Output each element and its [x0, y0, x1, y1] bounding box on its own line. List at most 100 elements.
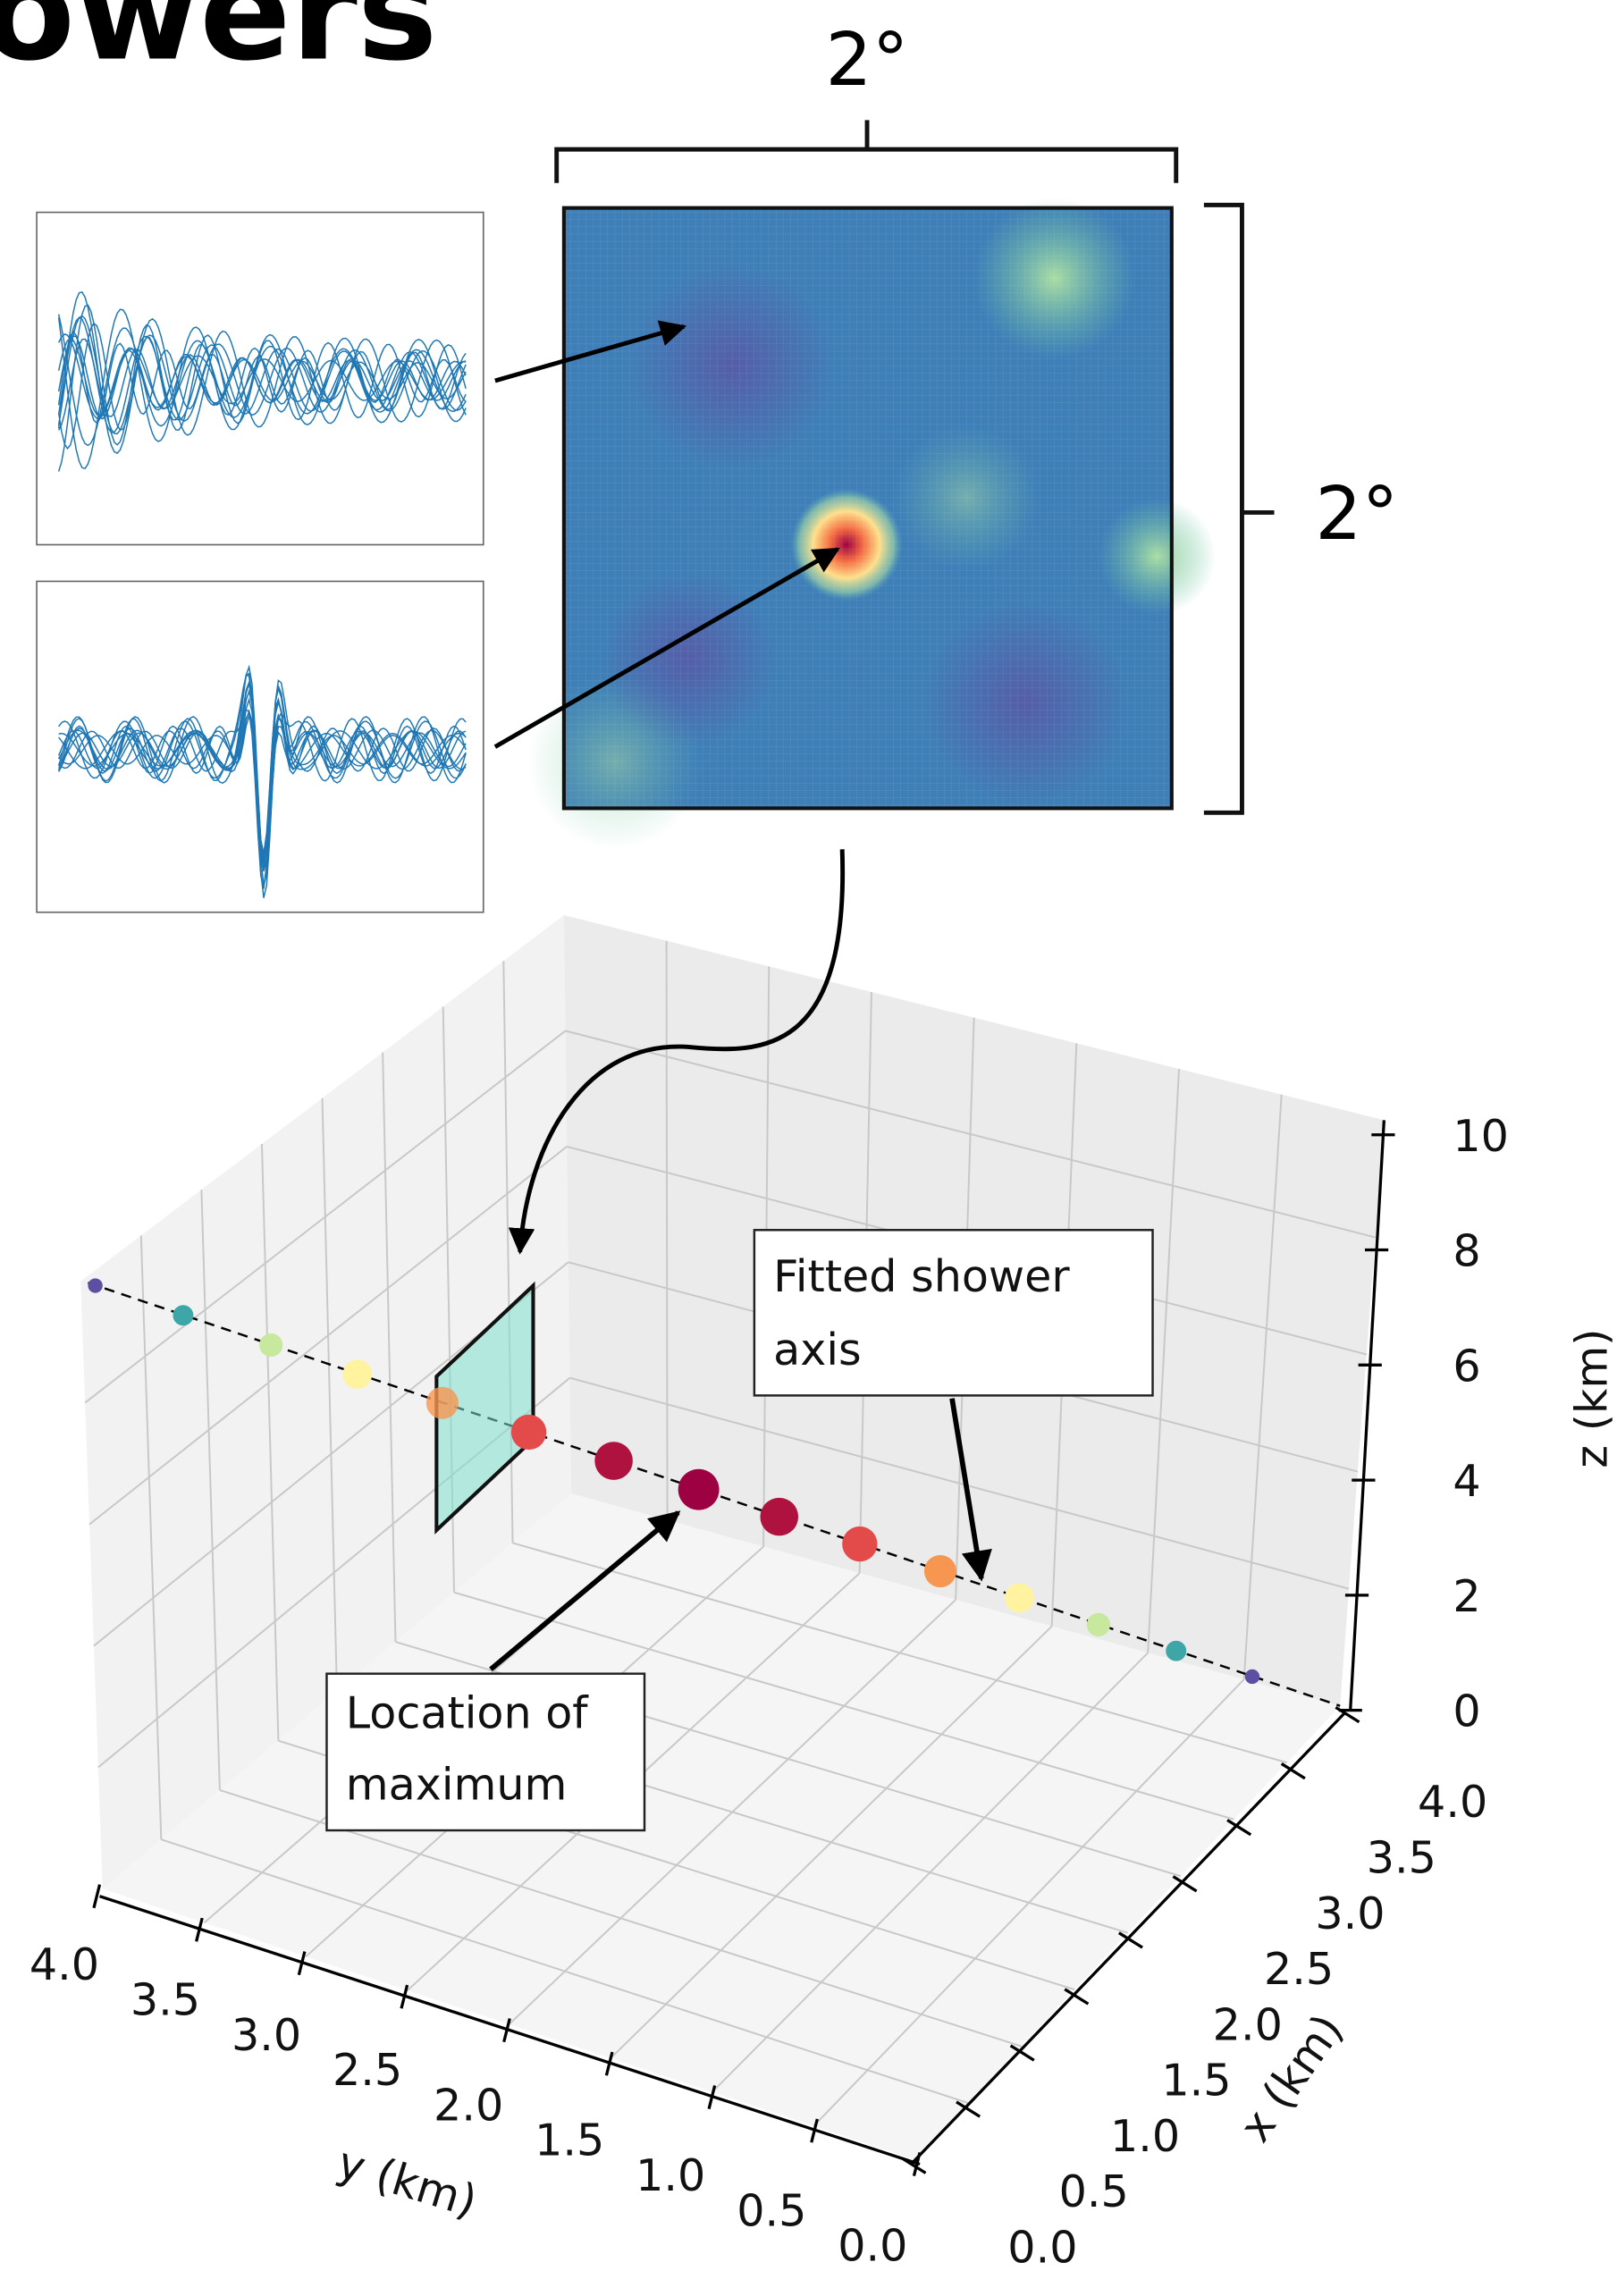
waveform [57, 314, 467, 447]
shower-point [594, 1442, 633, 1480]
heatmap [526, 198, 1216, 850]
grid-line [84, 1030, 567, 1404]
grid-line [139, 1235, 163, 1840]
grid-line [1242, 1094, 1283, 1680]
annotation: axis [773, 1324, 861, 1375]
y-tick-label: 2.5 [333, 2044, 402, 2096]
x-tick-label: 0.0 [1007, 2221, 1077, 2273]
waveform [58, 688, 467, 860]
waveform [57, 291, 467, 454]
z-tick-label: 6 [1453, 1340, 1480, 1392]
grid-line [1147, 1068, 1180, 1653]
angle-label: 2° [825, 18, 908, 103]
y-tick-label: 0.5 [737, 2184, 806, 2236]
tick [604, 2051, 614, 2076]
z-axis-label: z (km) [1565, 1329, 1617, 1468]
grid-line [508, 1599, 956, 2025]
axis-line [99, 1895, 921, 2166]
grid-line [712, 1652, 1149, 2093]
tick [400, 1984, 409, 2009]
y-axis-label: y (km) [332, 2136, 483, 2227]
pane [102, 1493, 1341, 2160]
grid-line [665, 940, 669, 1520]
tick [92, 1884, 102, 1909]
tick [1172, 1875, 1198, 1893]
angle-label: 2° [1315, 472, 1398, 557]
tick [707, 2085, 717, 2110]
shower-point [760, 1497, 799, 1536]
grid-line [813, 1678, 1245, 2127]
annotation: Fitted shower [773, 1250, 1070, 1302]
pane [80, 914, 572, 1889]
z-tick-label: 0 [1453, 1686, 1480, 1737]
x-tick-label: 4.0 [1418, 1776, 1487, 1828]
tick [1280, 1762, 1306, 1780]
grid-line [610, 1625, 1053, 2059]
annotation: Location of [346, 1686, 590, 1738]
x-tick-label: 3.0 [1315, 1888, 1385, 1939]
tick [1009, 2044, 1035, 2062]
y-tick-label: 1.5 [535, 2115, 604, 2166]
shower-point [1005, 1583, 1034, 1613]
annotation-box [753, 1229, 1154, 1397]
z-tick-label: 2 [1453, 1570, 1480, 1622]
y-tick-label: 2.0 [434, 2079, 503, 2131]
waveform [57, 338, 467, 431]
shower-point [1244, 1669, 1260, 1685]
arrow [494, 320, 687, 383]
tick [956, 2100, 981, 2118]
axis-line [1349, 1120, 1386, 1711]
grid-line [569, 1376, 1350, 1590]
tick [195, 1917, 204, 1942]
arrow [949, 1398, 992, 1582]
grid-line [565, 1030, 1376, 1239]
x-tick-label: 3.5 [1367, 1832, 1436, 1884]
x-tick-label: 2.5 [1264, 1943, 1334, 1995]
bracket [554, 120, 1179, 183]
title: owers [0, 0, 437, 91]
annotation-box [325, 1672, 646, 1832]
waveform [58, 684, 467, 870]
waveform [57, 674, 467, 898]
shower-point [1086, 1612, 1111, 1636]
grid-line [382, 1052, 397, 1643]
shower-point [173, 1305, 194, 1326]
tick [1064, 1988, 1090, 2006]
grid-line [260, 1143, 280, 1741]
shower-point [88, 1278, 103, 1293]
tick [810, 2118, 819, 2143]
z-tick-label: 8 [1453, 1225, 1480, 1277]
arrow [493, 547, 840, 749]
shower-point [259, 1333, 283, 1358]
y-tick-label: 3.5 [131, 1973, 200, 2025]
y-tick-label: 0.0 [838, 2220, 907, 2272]
x-tick-label: 2.0 [1213, 1998, 1283, 2050]
shower-point [842, 1526, 878, 1562]
grid-line [88, 1146, 568, 1526]
z-tick-label: 4 [1453, 1455, 1480, 1507]
waveform [57, 331, 467, 425]
bracket [1203, 202, 1275, 815]
shower-axis [88, 1282, 1341, 1707]
waveform [58, 672, 467, 886]
x-tick-label: 1.0 [1110, 2110, 1180, 2162]
y-tick-label: 1.0 [636, 2149, 705, 2201]
shower-point [510, 1414, 547, 1451]
tick [297, 1951, 307, 1976]
tick [912, 2152, 922, 2177]
shower-point [923, 1555, 956, 1588]
arrow [508, 849, 846, 1255]
shower-point [1166, 1640, 1187, 1661]
x-tick-label: 1.5 [1161, 2055, 1231, 2107]
z-tick-label: 10 [1453, 1110, 1509, 1162]
y-tick-label: 4.0 [29, 1939, 99, 1990]
tick [1226, 1819, 1252, 1837]
shower-point [425, 1386, 459, 1419]
waveform [57, 308, 467, 470]
grid-line [321, 1098, 338, 1692]
waveform [57, 316, 467, 433]
tick [502, 2018, 511, 2043]
waveform [57, 315, 467, 435]
grid-line [200, 1190, 221, 1790]
